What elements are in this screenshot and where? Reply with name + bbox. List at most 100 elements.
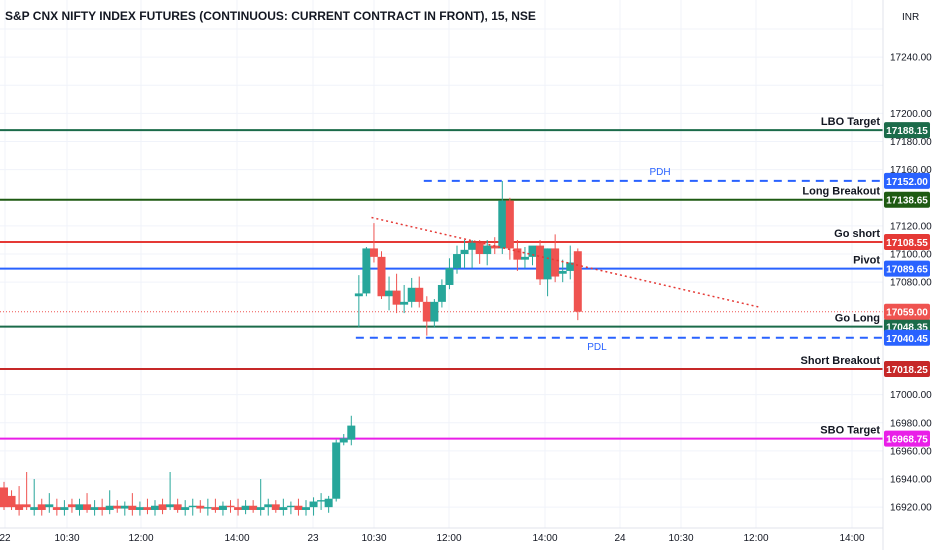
- candle[interactable]: [309, 497, 318, 516]
- candle[interactable]: [226, 500, 235, 513]
- candle[interactable]: [135, 501, 144, 516]
- candle[interactable]: [173, 498, 182, 513]
- candle-body: [422, 301, 431, 322]
- candle[interactable]: [256, 479, 265, 516]
- candle[interactable]: [30, 479, 39, 516]
- candle[interactable]: [0, 481, 8, 510]
- candle-body: [362, 248, 371, 294]
- candle[interactable]: [536, 239, 545, 285]
- candle[interactable]: [317, 493, 326, 510]
- candle[interactable]: [188, 498, 197, 516]
- candle[interactable]: [105, 490, 114, 515]
- candle[interactable]: [513, 239, 522, 271]
- candle[interactable]: [196, 500, 205, 513]
- candle[interactable]: [45, 493, 54, 513]
- candle[interactable]: [302, 500, 310, 516]
- candle[interactable]: [83, 493, 92, 513]
- candle[interactable]: [347, 415, 356, 446]
- candle[interactable]: [234, 498, 243, 516]
- time-axis[interactable]: 22 10:30 12:00 14:00 23 10:30 12:00 14:00 24 10:3…: [0, 533, 865, 544]
- candle[interactable]: [324, 495, 333, 513]
- candle-body: [339, 438, 348, 443]
- candle-body: [151, 505, 159, 510]
- candle[interactable]: [52, 498, 61, 516]
- candle-body: [543, 248, 552, 280]
- candle[interactable]: [483, 239, 492, 266]
- candle-body: [468, 242, 477, 250]
- candle[interactable]: [543, 248, 552, 297]
- candle[interactable]: [520, 247, 529, 269]
- candle[interactable]: [460, 239, 469, 269]
- candle[interactable]: [181, 500, 190, 516]
- candle-body: [37, 504, 46, 510]
- candle-body: [400, 301, 409, 305]
- x-tick-label: 23: [307, 533, 319, 544]
- candle[interactable]: [339, 434, 348, 446]
- candle[interactable]: [468, 239, 477, 269]
- candle[interactable]: [113, 500, 122, 513]
- candle[interactable]: [249, 500, 258, 513]
- candle[interactable]: [407, 277, 416, 308]
- candle[interactable]: [400, 284, 409, 314]
- candle-body: [279, 507, 288, 510]
- candle[interactable]: [294, 498, 303, 516]
- candle[interactable]: [453, 245, 461, 274]
- candle[interactable]: [158, 498, 167, 515]
- candle[interactable]: [60, 500, 69, 516]
- candle[interactable]: [67, 498, 76, 513]
- candle[interactable]: [166, 472, 175, 510]
- level-price-tag: [884, 260, 930, 277]
- candle[interactable]: [377, 251, 386, 300]
- candle[interactable]: [211, 498, 220, 513]
- candle-body: [430, 301, 439, 322]
- candle[interactable]: [151, 500, 159, 516]
- candle[interactable]: [573, 248, 582, 321]
- candle[interactable]: [354, 275, 363, 328]
- candle[interactable]: [279, 498, 288, 516]
- candle[interactable]: [385, 276, 394, 311]
- candle[interactable]: [264, 498, 273, 516]
- candle[interactable]: [286, 501, 295, 515]
- candle[interactable]: [445, 258, 454, 290]
- candle[interactable]: [22, 472, 31, 510]
- candle[interactable]: [98, 498, 107, 516]
- candle[interactable]: [475, 239, 484, 264]
- x-tick-label: 14:00: [224, 533, 249, 544]
- candle[interactable]: [37, 498, 46, 516]
- candle-body: [573, 251, 582, 312]
- candle-body: [234, 507, 243, 510]
- candle-body: [120, 505, 129, 509]
- candle[interactable]: [362, 247, 371, 297]
- candle[interactable]: [498, 180, 507, 255]
- price-axis[interactable]: 17240.00 17200.00 17180.00 17160.00 17120.00…: [884, 53, 932, 514]
- candle[interactable]: [369, 223, 378, 263]
- candle[interactable]: [392, 273, 401, 314]
- candle[interactable]: [430, 299, 439, 328]
- candle[interactable]: [558, 259, 567, 283]
- candle[interactable]: [566, 245, 575, 280]
- candle-body: [22, 504, 31, 508]
- candles[interactable]: [0, 180, 582, 516]
- candle[interactable]: [422, 296, 431, 336]
- candle[interactable]: [332, 439, 341, 502]
- candle[interactable]: [128, 493, 137, 516]
- candle[interactable]: [75, 498, 84, 516]
- candle[interactable]: [437, 279, 446, 308]
- candle[interactable]: [271, 500, 280, 513]
- candle[interactable]: [203, 498, 212, 516]
- candle-body: [188, 505, 197, 508]
- candle-body: [505, 200, 514, 249]
- candle[interactable]: [528, 245, 537, 266]
- candle[interactable]: [120, 501, 129, 516]
- candle[interactable]: [143, 498, 152, 515]
- candle[interactable]: [7, 490, 16, 510]
- candle[interactable]: [218, 501, 227, 516]
- candle-body: [513, 248, 522, 260]
- candle[interactable]: [15, 486, 24, 516]
- candle[interactable]: [241, 500, 250, 515]
- candle[interactable]: [551, 234, 560, 283]
- candle[interactable]: [415, 276, 424, 308]
- candle[interactable]: [90, 500, 99, 516]
